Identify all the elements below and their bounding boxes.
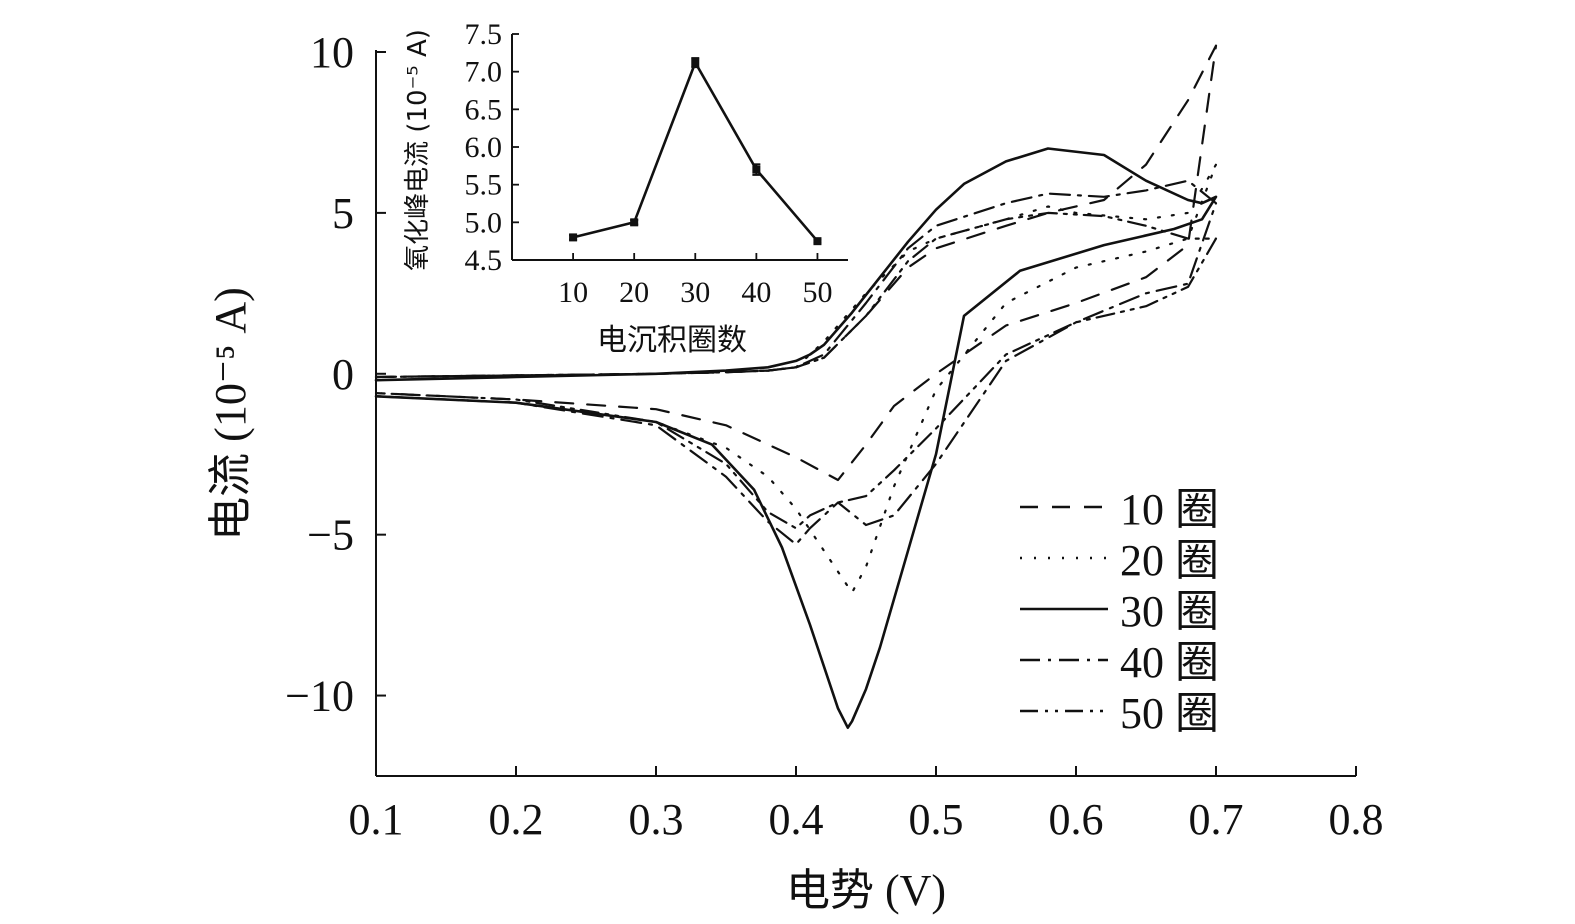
- inset-y-tick-label: 5.0: [465, 206, 503, 239]
- x-tick-label: 0.7: [1189, 795, 1244, 844]
- x-tick-label: 0.8: [1329, 795, 1384, 844]
- y-tick-label: 5: [332, 189, 354, 238]
- legend-label: 40 圈: [1120, 638, 1219, 687]
- y-tick-label: −10: [285, 672, 354, 721]
- inset-y-tick-label: 4.5: [465, 244, 503, 277]
- inset-y-tick-label: 6.5: [465, 93, 503, 126]
- inset-y-axis-label: 氧化峰电流 (10⁻⁵ A): [403, 29, 433, 271]
- series-line-1: [374, 44, 1218, 482]
- inset-point: [569, 233, 578, 242]
- series-line-5: [374, 211, 1218, 530]
- x-tick-label: 0.4: [769, 795, 824, 844]
- inset-point: [691, 58, 700, 67]
- y-axis-label: 电流 (10⁻⁵ A): [206, 287, 255, 541]
- main-series: [374, 44, 1218, 729]
- inset-x-axis-label: 电沉积圈数: [597, 323, 747, 358]
- x-tick-label: 0.6: [1049, 795, 1104, 844]
- x-axis-label: 电势 (V): [786, 866, 946, 915]
- x-tick-label: 0.2: [489, 795, 544, 844]
- inset-x-tick-label: 20: [619, 276, 649, 309]
- legend: 10 圈20 圈30 圈40 圈50 圈: [1020, 485, 1219, 738]
- y-tick-label: 0: [332, 350, 354, 399]
- inset-y-tick-label: 6.0: [465, 131, 503, 164]
- inset-chart: 10 20 30 40 50 7.5 7.0 6.5 6.0 5.5 5.0 4.5 电沉积圈数 氧化峰电…: [403, 18, 848, 358]
- inset-point: [752, 165, 761, 174]
- inset-x-tick-label: 40: [741, 276, 771, 309]
- legend-label: 30 圈: [1120, 587, 1219, 636]
- inset-point: [813, 237, 822, 246]
- inset-x-tick-label: 50: [802, 276, 832, 309]
- x-tick-label: 0.5: [909, 795, 964, 844]
- x-tick-label: 0.3: [629, 795, 684, 844]
- legend-label: 20 圈: [1120, 536, 1219, 585]
- inset-y-tick-label: 7.5: [465, 18, 503, 51]
- x-tick-label: 0.1: [349, 795, 404, 844]
- series-line-4: [374, 179, 1218, 546]
- legend-label: 10 圈: [1120, 485, 1219, 534]
- inset-x-tick-label: 10: [558, 276, 588, 309]
- legend-label: 50 圈: [1120, 689, 1219, 738]
- y-tick-label: 10: [310, 28, 354, 77]
- inset-y-tick-label: 7.0: [465, 56, 503, 89]
- inset-point: [630, 218, 639, 227]
- y-tick-label: −5: [307, 511, 354, 560]
- inset-series-line: [572, 61, 819, 243]
- series-line-3: [374, 147, 1218, 729]
- inset-x-tick-label: 30: [680, 276, 710, 309]
- inset-y-tick-label: 5.5: [465, 169, 503, 202]
